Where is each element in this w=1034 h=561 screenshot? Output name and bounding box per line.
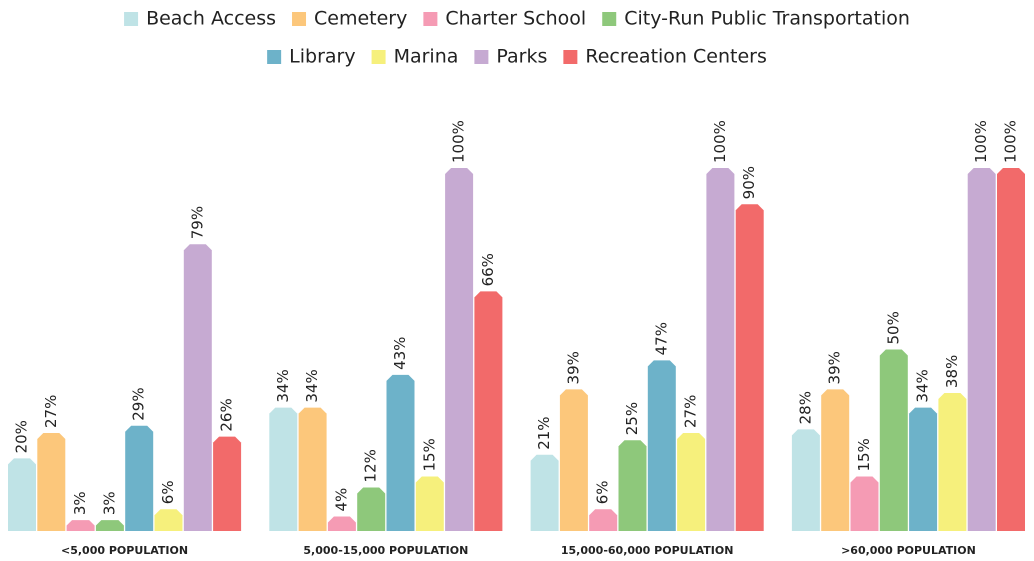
- data-label: 27%: [682, 395, 700, 428]
- x-tick-label: 5,000-15,000 POPULATION: [303, 544, 468, 557]
- data-label: 29%: [130, 387, 148, 420]
- legend-label: Charter School: [445, 8, 586, 30]
- bar: [357, 487, 386, 531]
- data-label: 15%: [855, 438, 873, 471]
- legend-label: Cemetery: [314, 8, 407, 30]
- legend-swatch: [602, 12, 617, 26]
- data-label: 34%: [914, 369, 932, 402]
- data-label: 26%: [218, 398, 236, 431]
- bar: [445, 168, 474, 531]
- data-label: 28%: [796, 391, 814, 424]
- bar: [213, 436, 242, 531]
- data-label: 12%: [362, 449, 380, 482]
- data-label: 50%: [884, 311, 902, 344]
- bar: [791, 429, 820, 531]
- x-tick-label: <5,000 POPULATION: [61, 544, 188, 557]
- bar: [298, 407, 327, 531]
- bar: [706, 168, 735, 531]
- bar: [386, 374, 415, 531]
- bar: [530, 454, 559, 531]
- x-tick-label: 15,000-60,000 POPULATION: [561, 544, 734, 557]
- legend-swatch: [474, 50, 489, 64]
- data-label: 6%: [159, 480, 177, 504]
- bar: [879, 349, 908, 531]
- data-label: 100%: [450, 120, 468, 163]
- data-label: 39%: [826, 351, 844, 384]
- bar: [474, 291, 503, 531]
- legend-swatch: [563, 50, 578, 64]
- data-label: 3%: [100, 491, 118, 515]
- data-label: 100%: [1002, 120, 1020, 163]
- bar: [154, 509, 183, 531]
- legend-label: Parks: [496, 46, 547, 68]
- data-label: 34%: [303, 369, 321, 402]
- data-label: 43%: [391, 337, 409, 370]
- data-label: 3%: [71, 491, 89, 515]
- bar: [415, 476, 444, 531]
- bar: [938, 393, 967, 531]
- bar: [821, 389, 850, 531]
- legend-label: Recreation Centers: [585, 46, 767, 68]
- bar: [95, 520, 124, 531]
- bar: [997, 168, 1025, 531]
- legend-swatch: [371, 50, 386, 64]
- data-label: 4%: [332, 488, 350, 512]
- bar: [618, 440, 647, 531]
- bar: [967, 168, 996, 531]
- bar: [125, 425, 154, 531]
- data-label: 79%: [188, 206, 206, 239]
- data-label: 100%: [972, 120, 990, 163]
- data-label: 66%: [479, 253, 497, 286]
- x-tick-label: >60,000 POPULATION: [841, 544, 976, 557]
- data-label: 6%: [594, 480, 612, 504]
- bar: [850, 476, 879, 531]
- bar: [647, 360, 676, 531]
- bar: [37, 432, 66, 531]
- bar: [735, 204, 764, 532]
- bar: [269, 407, 298, 531]
- bar: [66, 520, 95, 531]
- bar: [589, 509, 618, 531]
- legend-swatch: [124, 12, 139, 26]
- bar: [677, 432, 706, 531]
- data-label: 90%: [740, 166, 758, 199]
- data-label: 47%: [652, 322, 670, 355]
- data-label: 25%: [623, 402, 641, 435]
- bar: [909, 407, 938, 531]
- legend-label: City-Run Public Transportation: [624, 8, 910, 30]
- data-label: 39%: [564, 351, 582, 384]
- data-label: 100%: [711, 120, 729, 163]
- bar: [559, 389, 588, 531]
- bar: [327, 516, 356, 531]
- data-label: 15%: [420, 438, 438, 471]
- legend-label: Library: [289, 46, 355, 68]
- data-label: 21%: [535, 416, 553, 449]
- legend-label: Marina: [394, 46, 459, 68]
- data-label: 38%: [943, 355, 961, 388]
- legend-label: Beach Access: [146, 8, 276, 30]
- data-label: 27%: [42, 395, 60, 428]
- bar: [183, 244, 212, 532]
- bar: [8, 458, 36, 531]
- data-label: 34%: [274, 369, 292, 402]
- legend-swatch: [267, 50, 282, 64]
- data-label: 20%: [13, 420, 31, 453]
- legend-swatch: [292, 12, 307, 26]
- legend-swatch: [423, 12, 438, 26]
